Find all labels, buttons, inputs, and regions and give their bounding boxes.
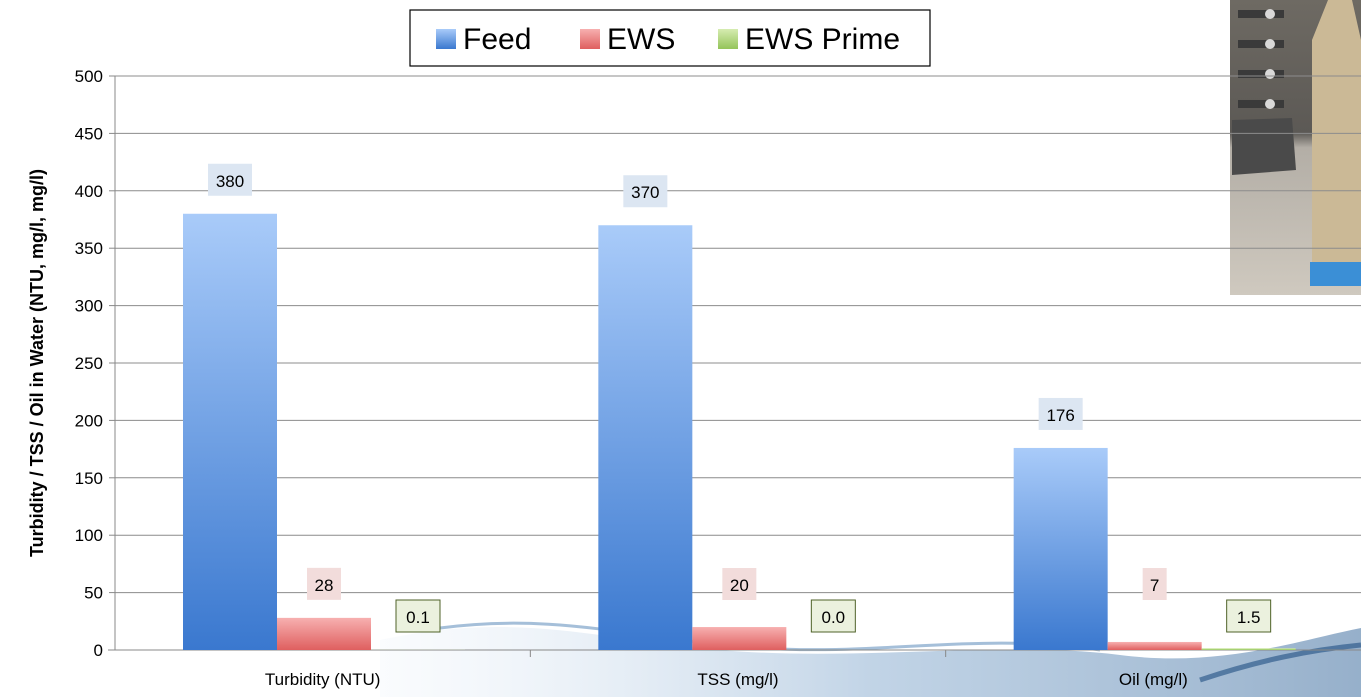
y-tick-label: 100 (75, 526, 103, 545)
data-label-box (722, 568, 757, 600)
data-label: 1.5 (1237, 608, 1261, 627)
legend-label: EWS Prime (745, 23, 900, 56)
bar-feed (1013, 447, 1108, 650)
data-label: 380 (216, 172, 244, 191)
legend: Feed EWS EWS Prime (409, 9, 931, 67)
bar-feed (598, 225, 693, 651)
data-labels: 380 28 0.1 370 20 0.0 176 7 1.5 (208, 163, 1272, 633)
y-tick-label: 150 (75, 469, 103, 488)
y-tick-label: 450 (75, 124, 103, 143)
y-tick-label: 350 (75, 239, 103, 258)
data-label: 20 (730, 576, 749, 595)
bar-ews (277, 617, 371, 650)
sample-bottle-photo (1230, 0, 1361, 295)
y-tick-label: 200 (75, 411, 103, 430)
legend-label: EWS (607, 23, 675, 56)
data-label-box (1142, 568, 1167, 600)
data-label: 7 (1150, 576, 1159, 595)
bar-ews-prime (1201, 648, 1296, 650)
y-gridlines (115, 75, 1361, 594)
data-label-box (1038, 397, 1083, 430)
y-tick-label: 250 (75, 354, 103, 373)
y-axis-title: Turbidity / TSS / Oil in Water (NTU, mg/… (27, 169, 47, 557)
y-tick-label: 50 (84, 584, 103, 603)
bar-series (183, 213, 1296, 651)
y-tick-label: 300 (75, 297, 103, 316)
y-tick-label: 500 (75, 67, 103, 86)
data-label-box (623, 175, 668, 208)
y-axis-ticks: 0 50 100 150 200 250 300 350 400 450 500 (75, 67, 115, 660)
y-tick-label: 0 (94, 641, 103, 660)
bar-ews (1107, 641, 1202, 650)
legend-label: Feed (463, 23, 531, 56)
data-label-box (395, 599, 441, 633)
data-label: 176 (1046, 406, 1074, 425)
legend-swatch (580, 29, 600, 49)
y-tick-label: 400 (75, 182, 103, 201)
data-label-box (208, 163, 252, 196)
x-category-label: Turbidity (NTU) (265, 670, 381, 689)
bar-feed (183, 213, 277, 650)
data-label-box (1226, 599, 1272, 633)
data-label-box (810, 599, 856, 633)
data-label: 370 (631, 183, 659, 202)
data-label-box (307, 567, 341, 600)
water-splash-decoration (380, 621, 1361, 697)
x-category-label: TSS (mg/l) (697, 670, 778, 689)
x-category-label: Oil (mg/l) (1119, 670, 1188, 689)
x-axis-categories: Turbidity (NTU) TSS (mg/l) Oil (mg/l) (265, 650, 1188, 689)
data-label: 0.1 (406, 608, 430, 627)
legend-swatch (436, 29, 456, 49)
data-label: 0.0 (822, 608, 846, 627)
bar-ews (692, 627, 787, 650)
legend-swatch (718, 29, 738, 49)
data-label: 28 (315, 576, 334, 595)
